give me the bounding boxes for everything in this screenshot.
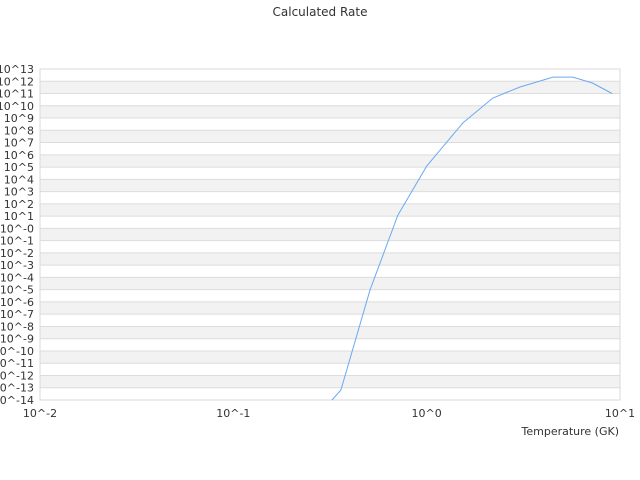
y-tick-label: 10^-13 [0, 382, 34, 395]
grid-band [40, 228, 620, 241]
grid-band [40, 375, 620, 388]
x-axis: 10^-2 10^-1 10^0 10^1 [23, 407, 635, 420]
y-tick-label: 10^1 [4, 210, 34, 223]
y-tick-label: 10^12 [0, 75, 34, 88]
x-tick-label: 10^-1 [216, 407, 250, 420]
grid-band [40, 338, 620, 351]
y-tick-label: 10^3 [4, 186, 34, 199]
y-tick-label: 10^-14 [0, 394, 34, 407]
y-tick-label: 10^6 [4, 149, 34, 162]
y-tick-label: 10^-0 [0, 222, 34, 235]
y-tick-label: 10^4 [4, 173, 34, 186]
plot-frame [39, 68, 621, 401]
y-tick-label: 10^-10 [0, 345, 34, 358]
y-tick-label: 10^2 [4, 198, 34, 211]
grid-band [40, 252, 620, 266]
grid-band [40, 363, 620, 376]
grid-band [40, 105, 620, 119]
y-tick-label: 10^9 [4, 112, 34, 125]
grid-band [40, 179, 620, 192]
y-tick-label: 10^-3 [0, 259, 34, 272]
grid-band [40, 387, 620, 400]
y-tick-label: 10^10 [0, 100, 34, 113]
grid-band [40, 69, 620, 82]
y-tick-label: 10^11 [0, 88, 34, 101]
y-tick-label: 10^-5 [0, 284, 34, 297]
grid-band [40, 130, 620, 143]
series-lines [331, 76, 613, 401]
x-tick-label: 10^0 [412, 407, 442, 420]
grid-band [40, 240, 620, 253]
y-tick-label: 10^13 [0, 63, 34, 76]
grid-band [40, 277, 620, 290]
y-tick-label: 10^-7 [0, 308, 34, 321]
y-tick-label: 10^-1 [0, 235, 34, 248]
y-tick-label: 10^-8 [0, 320, 34, 333]
grid-band [40, 216, 620, 229]
grid-band [40, 289, 620, 302]
grid-band [40, 326, 620, 339]
grid-band [40, 167, 620, 180]
grid-band [40, 350, 620, 364]
y-tick-label: 10^-4 [0, 271, 34, 284]
y-tick-label: 10^-11 [0, 357, 34, 370]
x-tick-label: 10^1 [605, 407, 635, 420]
grid-band [40, 191, 620, 204]
grid-band [40, 81, 620, 94]
grid-band [40, 93, 620, 106]
grid-band [40, 154, 620, 168]
grid-band [40, 118, 620, 131]
grid-bands [40, 69, 620, 400]
grid-band [40, 203, 620, 217]
grid-band [40, 301, 620, 315]
y-tick-label: 10^7 [4, 137, 34, 150]
x-axis-label: Temperature (GK) [521, 425, 620, 438]
grid-band [40, 142, 620, 155]
y-tick-label: 10^-2 [0, 247, 34, 260]
y-tick-label: 10^8 [4, 124, 34, 137]
y-tick-label: 10^-6 [0, 296, 34, 309]
x-tick-label: 10^-2 [23, 407, 57, 420]
series-line [331, 76, 613, 401]
y-tick-label: 10^-9 [0, 333, 34, 346]
chart-title: Calculated Rate [273, 5, 368, 19]
grid-band [40, 314, 620, 327]
y-tick-label: 10^5 [4, 161, 34, 174]
grid-band [40, 265, 620, 278]
y-tick-label: 10^-12 [0, 369, 34, 382]
